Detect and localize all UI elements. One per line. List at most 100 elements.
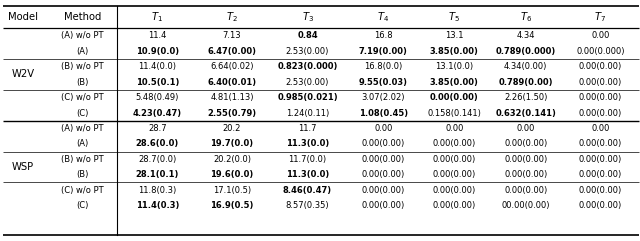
Text: $T_1$: $T_1$ [152, 10, 163, 24]
Text: $T_6$: $T_6$ [520, 10, 532, 24]
Text: 6.47(0.00): 6.47(0.00) [207, 47, 257, 56]
Text: (C) w/o PT: (C) w/o PT [61, 93, 104, 102]
Text: 0.823(0.000): 0.823(0.000) [277, 62, 338, 71]
Text: 0.00: 0.00 [374, 124, 392, 133]
Text: 0.00(0.00): 0.00(0.00) [579, 108, 622, 118]
Text: (B) w/o PT: (B) w/o PT [61, 155, 104, 164]
Text: 0.00(0.00): 0.00(0.00) [579, 78, 622, 87]
Text: (A) w/o PT: (A) w/o PT [61, 31, 104, 40]
Text: Model: Model [8, 12, 38, 22]
Text: 0.84: 0.84 [297, 31, 318, 40]
Text: 3.07(2.02): 3.07(2.02) [362, 93, 405, 102]
Text: 0.00(0.00): 0.00(0.00) [362, 155, 405, 164]
Text: 0.00: 0.00 [516, 124, 535, 133]
Text: 2.26(1.50): 2.26(1.50) [504, 93, 547, 102]
Text: 0.00(0.00): 0.00(0.00) [504, 186, 547, 195]
Text: 0.00(0.00): 0.00(0.00) [504, 139, 547, 148]
Text: (C): (C) [76, 201, 88, 210]
Text: 13.1(0.0): 13.1(0.0) [435, 62, 474, 71]
Text: 4.81(1.13): 4.81(1.13) [211, 93, 253, 102]
Text: Method: Method [63, 12, 101, 22]
Text: 4.23(0.47): 4.23(0.47) [133, 108, 182, 118]
Text: 5.48(0.49): 5.48(0.49) [136, 93, 179, 102]
Text: 0.00(0.00): 0.00(0.00) [504, 155, 547, 164]
Text: 20.2(0.0): 20.2(0.0) [213, 155, 251, 164]
Text: 11.4(0.0): 11.4(0.0) [138, 62, 177, 71]
Text: 19.7(0.0): 19.7(0.0) [211, 139, 253, 148]
Text: 0.00(0.00): 0.00(0.00) [433, 170, 476, 179]
Text: 0.00(0.00): 0.00(0.00) [579, 155, 622, 164]
Text: 11.4: 11.4 [148, 31, 166, 40]
Text: (A) w/o PT: (A) w/o PT [61, 124, 104, 133]
Text: (B) w/o PT: (B) w/o PT [61, 62, 104, 71]
Text: 10.5(0.1): 10.5(0.1) [136, 78, 179, 87]
Text: 0.00(0.00): 0.00(0.00) [579, 201, 622, 210]
Text: 0.00(0.00): 0.00(0.00) [579, 186, 622, 195]
Text: 0.00(0.00): 0.00(0.00) [362, 201, 405, 210]
Text: 0.00(0.00): 0.00(0.00) [362, 139, 405, 148]
Text: 0.00(0.00): 0.00(0.00) [579, 170, 622, 179]
Text: 9.55(0.03): 9.55(0.03) [359, 78, 408, 87]
Text: 0.00(0.00): 0.00(0.00) [430, 93, 479, 102]
Text: $T_7$: $T_7$ [595, 10, 606, 24]
Text: 13.1: 13.1 [445, 31, 463, 40]
Text: $T_2$: $T_2$ [226, 10, 238, 24]
Text: (A): (A) [76, 139, 88, 148]
Text: W2V: W2V [12, 69, 35, 80]
Text: 0.00: 0.00 [591, 124, 609, 133]
Text: 11.3(0.0): 11.3(0.0) [286, 139, 329, 148]
Text: 17.1(0.5): 17.1(0.5) [213, 186, 251, 195]
Text: 20.2: 20.2 [223, 124, 241, 133]
Text: (C) w/o PT: (C) w/o PT [61, 186, 104, 195]
Text: 8.46(0.47): 8.46(0.47) [283, 186, 332, 195]
Text: 3.85(0.00): 3.85(0.00) [430, 78, 479, 87]
Text: 0.158(0.141): 0.158(0.141) [428, 108, 481, 118]
Text: 19.6(0.0): 19.6(0.0) [211, 170, 253, 179]
Text: 0.00(0.00): 0.00(0.00) [433, 139, 476, 148]
Text: 0.00(0.00): 0.00(0.00) [504, 170, 547, 179]
Text: 11.8(0.3): 11.8(0.3) [138, 186, 177, 195]
Text: 16.8(0.0): 16.8(0.0) [364, 62, 403, 71]
Text: (A): (A) [76, 47, 88, 56]
Text: $T_4$: $T_4$ [378, 10, 389, 24]
Text: 6.64(0.02): 6.64(0.02) [211, 62, 253, 71]
Text: 28.7: 28.7 [148, 124, 167, 133]
Text: (B): (B) [76, 170, 88, 179]
Text: 2.55(0.79): 2.55(0.79) [207, 108, 257, 118]
Text: 0.00(0.000): 0.00(0.000) [576, 47, 625, 56]
Text: 0.632(0.141): 0.632(0.141) [495, 108, 556, 118]
Text: 0.00(0.00): 0.00(0.00) [579, 93, 622, 102]
Text: 28.6(0.0): 28.6(0.0) [136, 139, 179, 148]
Text: 16.9(0.5): 16.9(0.5) [211, 201, 253, 210]
Text: 2.53(0.00): 2.53(0.00) [286, 47, 329, 56]
Text: 0.985(0.021): 0.985(0.021) [277, 93, 338, 102]
Text: 8.57(0.35): 8.57(0.35) [285, 201, 330, 210]
Text: 0.00(0.00): 0.00(0.00) [433, 155, 476, 164]
Text: 4.34: 4.34 [516, 31, 535, 40]
Text: 0.00: 0.00 [445, 124, 463, 133]
Text: $T_5$: $T_5$ [449, 10, 460, 24]
Text: 0.789(0.000): 0.789(0.000) [495, 47, 556, 56]
Text: 16.8: 16.8 [374, 31, 393, 40]
Text: 0.00: 0.00 [591, 31, 609, 40]
Text: $T_3$: $T_3$ [301, 10, 314, 24]
Text: 28.1(0.1): 28.1(0.1) [136, 170, 179, 179]
Text: 0.00(0.00): 0.00(0.00) [362, 170, 405, 179]
Text: 00.00(0.00): 00.00(0.00) [502, 201, 550, 210]
Text: 2.53(0.00): 2.53(0.00) [286, 78, 329, 87]
Text: 0.00(0.00): 0.00(0.00) [433, 201, 476, 210]
Text: 0.00(0.00): 0.00(0.00) [433, 186, 476, 195]
Text: 0.789(0.00): 0.789(0.00) [499, 78, 553, 87]
Text: 11.3(0.0): 11.3(0.0) [286, 170, 329, 179]
Text: 0.00(0.00): 0.00(0.00) [579, 139, 622, 148]
Text: 4.34(0.00): 4.34(0.00) [504, 62, 547, 71]
Text: 11.4(0.3): 11.4(0.3) [136, 201, 179, 210]
Text: 0.00(0.00): 0.00(0.00) [579, 62, 622, 71]
Text: 28.7(0.0): 28.7(0.0) [138, 155, 177, 164]
Text: 0.00(0.00): 0.00(0.00) [362, 186, 405, 195]
Text: (B): (B) [76, 78, 88, 87]
Text: 6.40(0.01): 6.40(0.01) [207, 78, 257, 87]
Text: 10.9(0.0): 10.9(0.0) [136, 47, 179, 56]
Text: 1.08(0.45): 1.08(0.45) [359, 108, 408, 118]
Text: 11.7: 11.7 [298, 124, 317, 133]
